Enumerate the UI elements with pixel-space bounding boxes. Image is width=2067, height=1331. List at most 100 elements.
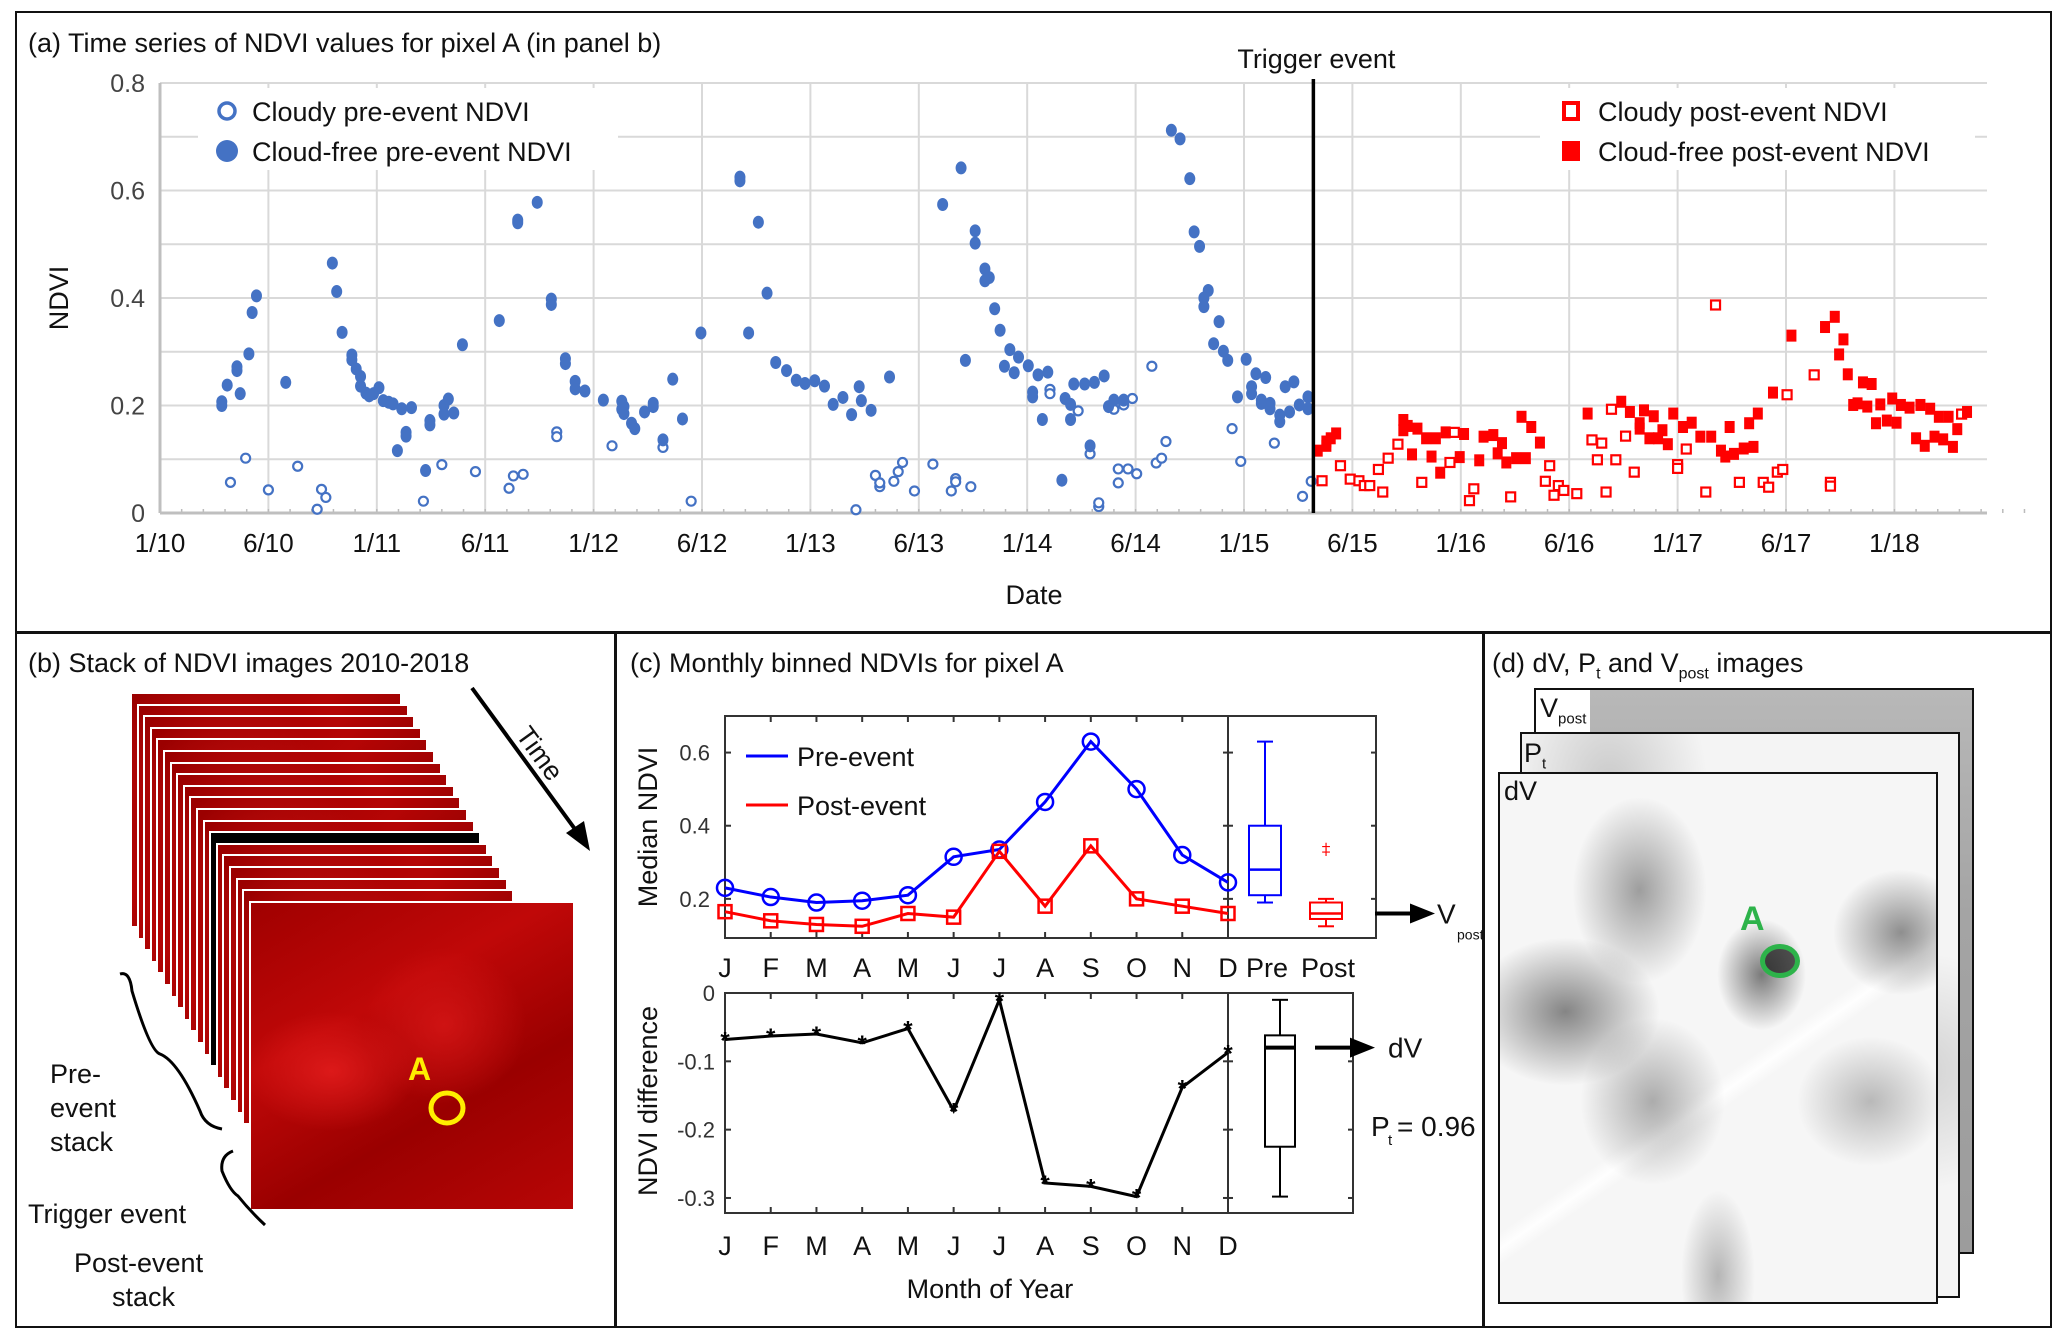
data-point-cloudy-post <box>1619 430 1632 442</box>
data-point-cloudy-pre <box>965 481 977 493</box>
box-outlier: + <box>1321 844 1330 861</box>
data-point-clear-pre <box>331 285 343 299</box>
data-point-clear-post <box>1657 424 1668 437</box>
data-point-clear-pre <box>657 433 669 447</box>
data-point-clear-post <box>1520 452 1531 465</box>
x-tick-label: 1/18 <box>1869 528 1920 558</box>
data-point-cloudy-post <box>1586 434 1598 446</box>
data-point-clear-pre <box>937 197 949 211</box>
median-plot-frame <box>724 715 1377 939</box>
data-point-clear-pre <box>790 373 802 387</box>
post-event-marker <box>945 909 962 925</box>
data-point-cloudy-pre <box>1093 497 1105 509</box>
data-point-clear-post <box>1496 437 1507 450</box>
data-point-clear-pre <box>639 405 651 419</box>
data-point-cloudy-pre <box>1131 468 1143 480</box>
pre-event-stack-label: stack <box>50 1127 114 1157</box>
data-point-cloudy-pre <box>1112 463 1124 475</box>
month-tick-label: D <box>1218 1231 1238 1261</box>
data-point-clear-post <box>1952 423 1963 436</box>
pt-label: Pt <box>1524 738 1547 773</box>
data-point-clear-pre <box>326 256 338 270</box>
data-point-clear-post <box>1887 392 1898 405</box>
data-point-clear-post <box>1488 429 1499 442</box>
data-point-clear-pre <box>1008 366 1020 380</box>
y-tick-label: 0.4 <box>110 285 145 313</box>
data-point-clear-pre <box>1065 412 1077 426</box>
data-point-clear-pre <box>1208 337 1220 351</box>
data-point-cloudy-pre <box>262 484 274 496</box>
x-tick-label: 1/17 <box>1652 528 1703 558</box>
data-point-cloudy-post <box>1463 495 1476 507</box>
data-point-cloudy-pre <box>874 477 886 489</box>
x-tick-label: 6/15 <box>1327 528 1378 558</box>
pre-event-stack-label: event <box>50 1093 117 1123</box>
box-outlier: + <box>1321 839 1330 856</box>
data-point-cloudy-post <box>1558 484 1570 497</box>
data-point-clear-pre <box>1240 352 1252 366</box>
pt-value: = 0.96 <box>1397 1111 1476 1142</box>
data-point-clear-pre <box>405 401 417 415</box>
data-point-cloudy-pre <box>945 485 957 497</box>
data-point-clear-pre <box>1213 315 1225 329</box>
data-point-clear-post <box>1534 436 1545 449</box>
data-point-clear-post <box>1866 378 1877 390</box>
panel-d-title-sub-t: t <box>1596 665 1601 683</box>
data-point-clear-pre <box>424 418 436 432</box>
data-point-clear-pre <box>1032 368 1044 382</box>
data-point-clear-post <box>1648 410 1659 423</box>
data-point-cloudy-post <box>1416 476 1428 488</box>
data-point-cloudy-pre <box>606 440 618 452</box>
marker-a-label-d: A <box>1740 900 1765 938</box>
data-point-cloudy-pre <box>1268 437 1280 449</box>
box-iqr <box>1248 824 1282 897</box>
x-tick-label: 1/10 <box>135 528 186 558</box>
data-point-clear-pre <box>667 372 679 386</box>
data-point-cloudy-pre <box>417 495 430 507</box>
data-point-cloudy-post <box>1600 486 1612 498</box>
data-point-cloudy-pre <box>850 504 862 516</box>
x-tick-label: 1/11 <box>352 528 401 558</box>
data-point-cloudy-post <box>1316 475 1328 487</box>
data-point-clear-post <box>1895 398 1906 411</box>
pre-event-marker <box>944 847 963 867</box>
data-point-clear-pre <box>647 400 659 414</box>
data-point-clear-pre <box>1118 393 1130 407</box>
data-point-clear-pre <box>676 412 688 426</box>
data-point-cloudy-pre <box>224 476 237 488</box>
data-point-clear-pre <box>234 387 246 401</box>
data-point-clear-post <box>1938 433 1949 446</box>
divider-horizontal <box>15 631 2052 634</box>
marker-a-label: A <box>408 1051 431 1087</box>
data-point-clear-post <box>1829 310 1840 323</box>
post-event-marker <box>1220 905 1236 922</box>
data-point-cloudy-post <box>1680 443 1692 455</box>
x-tick-label: 1/13 <box>785 528 836 558</box>
y-tick-label: -0.1 <box>677 1049 715 1074</box>
difference-marker: * <box>1086 1174 1096 1201</box>
ndvi-image-stack <box>0 0 614 1331</box>
trigger-event-label-b: Trigger event <box>28 1199 187 1229</box>
data-point-clear-post <box>1915 398 1926 411</box>
data-point-clear-pre <box>1279 380 1291 394</box>
x-tick-label: 6/13 <box>893 528 944 558</box>
month-tick-label: F <box>762 953 779 983</box>
post-event-line <box>724 843 1229 928</box>
y-tick-label: -0.2 <box>677 1118 715 1143</box>
data-point-clear-pre <box>969 224 981 238</box>
data-point-cloudy-pre <box>1072 405 1084 417</box>
data-point-clear-post <box>1695 430 1706 443</box>
data-point-clear-post <box>1478 430 1489 443</box>
month-tick-label: N <box>1173 1231 1193 1261</box>
data-point-clear-pre <box>1260 371 1272 385</box>
data-point-clear-post <box>1435 466 1446 479</box>
pre-event-marker <box>1035 792 1055 812</box>
data-point-clear-pre <box>373 381 385 395</box>
data-point-clear-post <box>1653 432 1664 445</box>
difference-marker: * <box>1178 1075 1188 1102</box>
data-point-clear-pre <box>569 382 581 396</box>
x-tick-label: 1/12 <box>568 528 619 558</box>
data-point-clear-pre <box>336 325 348 339</box>
data-point-cloudy-post <box>1763 481 1775 493</box>
